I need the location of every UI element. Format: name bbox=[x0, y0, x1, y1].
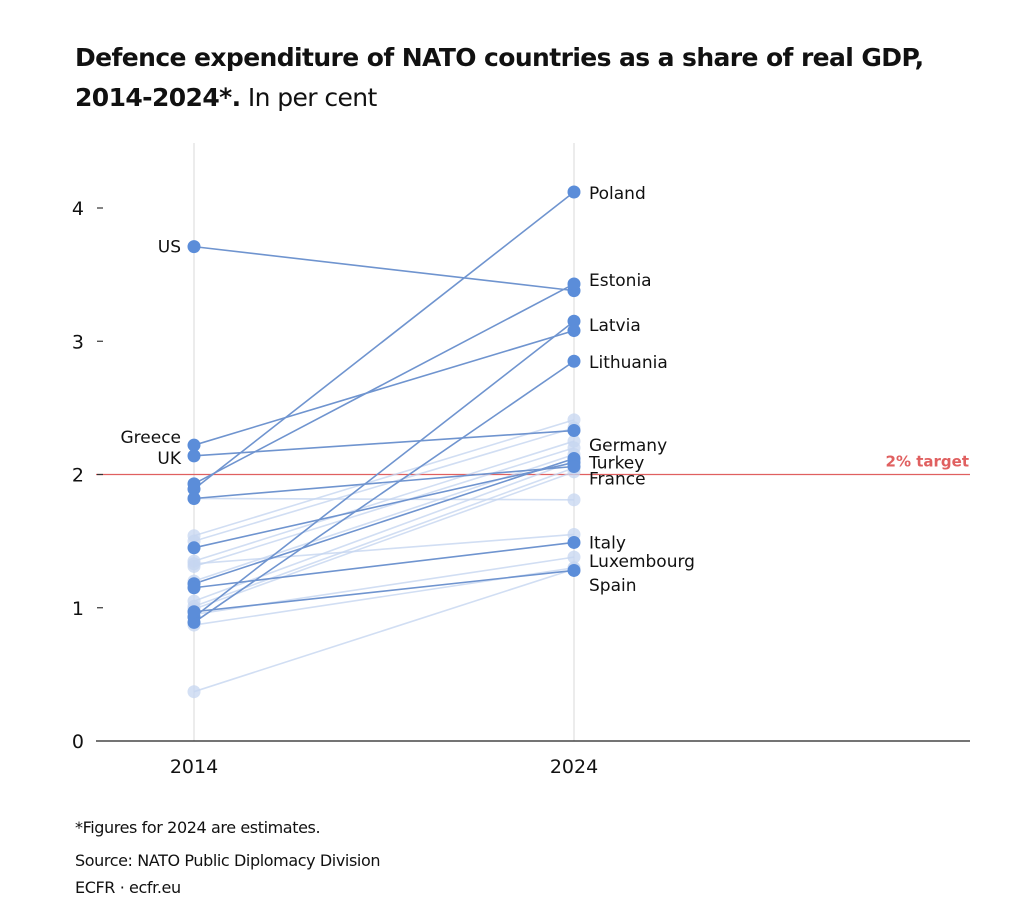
y-tick-label: 3 bbox=[72, 331, 84, 353]
series-line-other-10 bbox=[193, 533, 575, 565]
series-line-other-3 bbox=[193, 440, 575, 562]
series-line-spain bbox=[193, 569, 575, 613]
series-line-germany bbox=[193, 457, 575, 585]
series-line-luxembourg bbox=[193, 568, 575, 693]
label-2024-germany: Germany bbox=[589, 436, 667, 456]
series-line-latvia bbox=[193, 320, 575, 618]
series-line-other-4 bbox=[193, 447, 575, 568]
series-line-italy bbox=[193, 541, 575, 589]
label-2024-estonia: Estonia bbox=[589, 271, 652, 291]
y-tick-label: 4 bbox=[72, 198, 84, 220]
highlighted-series-lines bbox=[193, 191, 575, 624]
series-line-turkey bbox=[193, 461, 575, 549]
point-spain-2014 bbox=[187, 605, 201, 619]
series-line-other-1 bbox=[193, 419, 575, 537]
series-points bbox=[187, 185, 581, 699]
series-line-uk bbox=[193, 429, 575, 457]
point-uk-2014 bbox=[187, 449, 201, 463]
label-2024-luxembourg: Luxembourg bbox=[589, 552, 695, 572]
point-france-2024 bbox=[567, 460, 581, 474]
x-tick-label: 2014 bbox=[170, 756, 218, 778]
target-reference: 2% target bbox=[96, 453, 970, 476]
chart-footer: *Figures for 2024 are estimates. Source:… bbox=[75, 814, 380, 901]
series-line-us bbox=[193, 245, 575, 292]
axes: 0 1 2 3 4 2014 2024 bbox=[72, 198, 970, 778]
series-line-other-8 bbox=[193, 471, 575, 610]
chart-title-unit: In per cent bbox=[247, 83, 377, 112]
point-greece-2024 bbox=[567, 324, 581, 338]
point-italy-2024 bbox=[567, 535, 581, 549]
point-france-2014 bbox=[187, 491, 201, 505]
x-gridlines bbox=[193, 143, 575, 741]
point-luxembourg-2014 bbox=[187, 685, 201, 699]
y-tick-label: 1 bbox=[72, 598, 84, 620]
label-2014-uk: UK bbox=[157, 449, 181, 469]
point-other-9-2024 bbox=[567, 493, 581, 507]
chart-title-bold: Defence expenditure of NATO countries as… bbox=[75, 43, 924, 112]
point-greece-2014 bbox=[187, 438, 201, 452]
series-line-lithuania bbox=[193, 360, 575, 624]
source-note: Source: NATO Public Diplomacy Division bbox=[75, 851, 381, 870]
series-line-france bbox=[193, 465, 575, 500]
series-line-other-5 bbox=[193, 453, 575, 582]
series-line-estonia bbox=[193, 283, 575, 485]
point-us-2014 bbox=[187, 240, 201, 254]
label-2024-poland: Poland bbox=[589, 184, 646, 204]
faded-series-lines bbox=[193, 419, 575, 693]
series-line-other-7 bbox=[193, 467, 575, 608]
point-estonia-2024 bbox=[567, 277, 581, 291]
point-other-11-2024 bbox=[567, 550, 581, 564]
point-estonia-2014 bbox=[187, 477, 201, 491]
y-tick-label: 0 bbox=[72, 731, 84, 753]
target-label: 2% target bbox=[886, 453, 969, 471]
label-2024-france: France bbox=[589, 469, 646, 489]
label-2014-us: US bbox=[158, 238, 181, 258]
y-tick-label: 2 bbox=[72, 465, 84, 487]
label-2024-turkey: Turkey bbox=[588, 454, 644, 474]
point-poland-2024 bbox=[567, 185, 581, 199]
label-2014-greece: Greece bbox=[120, 428, 181, 448]
point-turkey-2014 bbox=[187, 541, 201, 555]
label-2024-spain: Spain bbox=[589, 576, 637, 596]
series-line-other-2 bbox=[193, 427, 575, 542]
chart-title: Defence expenditure of NATO countries as… bbox=[75, 38, 995, 118]
credit-note: ECFR · ecfr.eu bbox=[75, 878, 181, 897]
x-tick-label: 2024 bbox=[550, 756, 598, 778]
point-latvia-2024 bbox=[567, 314, 581, 328]
label-2024-italy: Italy bbox=[589, 533, 626, 553]
estimate-note: *Figures for 2024 are estimates. bbox=[75, 818, 321, 837]
series-line-poland bbox=[193, 191, 575, 490]
series-line-other-6 bbox=[193, 460, 575, 602]
label-2024-lithuania: Lithuania bbox=[589, 353, 668, 373]
label-2024-latvia: Latvia bbox=[589, 316, 641, 336]
series-line-other-9 bbox=[193, 497, 575, 501]
point-spain-2024 bbox=[567, 563, 581, 577]
point-lithuania-2024 bbox=[567, 354, 581, 368]
series-line-greece bbox=[193, 329, 575, 446]
point-uk-2024 bbox=[567, 424, 581, 438]
point-lithuania-2014 bbox=[187, 615, 201, 629]
point-italy-2014 bbox=[187, 581, 201, 595]
point-other-10-2014 bbox=[187, 557, 201, 571]
